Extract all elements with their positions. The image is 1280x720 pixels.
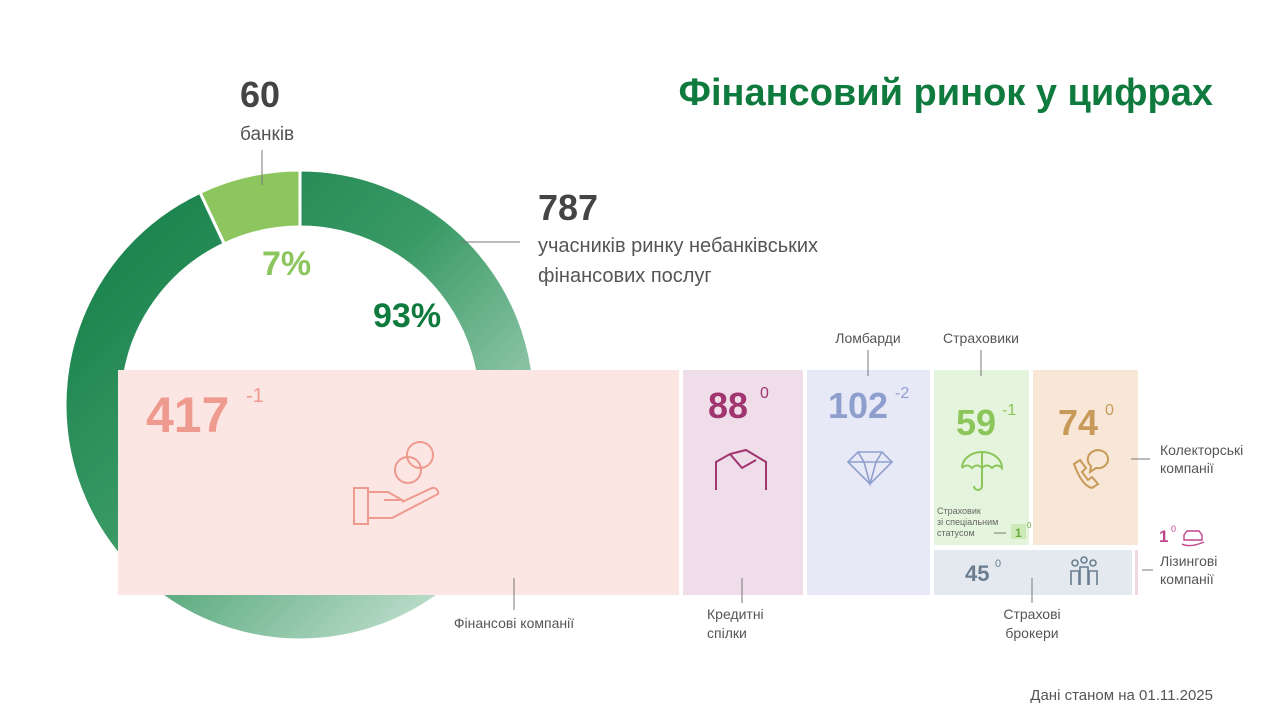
- icon-car-hand: [1181, 530, 1205, 547]
- count: 1: [1015, 526, 1022, 540]
- segment-label: зі спеціальним: [937, 517, 998, 527]
- count: 45: [965, 561, 989, 586]
- nonbank-label: фінансових послуг: [538, 265, 712, 287]
- count: 1: [1159, 527, 1168, 546]
- banks-label: банків: [240, 124, 294, 145]
- nonbank-label: учасників ринку небанківських: [538, 235, 818, 257]
- change: -2: [895, 385, 909, 402]
- title: Фінансовий ринок у цифрах: [679, 72, 1213, 114]
- cell-collectors: [1033, 370, 1138, 545]
- segment-label: Страхові: [1003, 606, 1060, 622]
- segment-label: компанії: [1160, 571, 1214, 587]
- icon-people: [1070, 556, 1098, 585]
- footnote: Дані станом на 01.11.2025: [1030, 687, 1213, 704]
- cell-brokers: [934, 550, 1132, 595]
- segment-label: Колекторські: [1160, 442, 1243, 458]
- cell-financial: [118, 370, 679, 595]
- change: -1: [246, 385, 264, 407]
- segment-label: Фінансові компанії: [454, 615, 574, 631]
- cell-special-insurer: [1011, 524, 1026, 539]
- segment-label: брокери: [1005, 625, 1058, 641]
- segment-label: Кредитні: [707, 606, 764, 622]
- icon-handshake: [715, 448, 767, 490]
- icon-coins-hand: [353, 441, 440, 525]
- donut-value-label: 7%: [262, 245, 311, 283]
- change: -1: [1002, 402, 1016, 419]
- count: 102: [828, 385, 888, 426]
- icon-umbrella: [961, 451, 1004, 491]
- change: 0: [1027, 521, 1032, 530]
- banks-count: 60: [240, 74, 280, 115]
- count: 74: [1058, 402, 1098, 443]
- segment-label: спілки: [707, 625, 747, 641]
- icon-phone: [1072, 449, 1110, 490]
- segment-label: Страховики: [943, 330, 1019, 346]
- donut-value-label: 93%: [373, 297, 441, 335]
- change: 0: [995, 558, 1001, 570]
- cell-credit-unions: [683, 370, 803, 595]
- segment-label: Ломбарди: [835, 330, 900, 346]
- change: 0: [1171, 524, 1176, 534]
- icon-diamond: [846, 451, 894, 488]
- cell-leasing: [1135, 550, 1138, 595]
- change: 0: [760, 385, 769, 402]
- segment-label: статусом: [937, 528, 975, 538]
- count: 417: [146, 387, 229, 443]
- segment-label: Страховик: [937, 506, 981, 516]
- change: 0: [1105, 402, 1114, 419]
- count: 88: [708, 385, 748, 426]
- count: 59: [956, 402, 996, 443]
- segment-label: Лізингові: [1160, 553, 1217, 569]
- segment-label: компанії: [1160, 460, 1214, 476]
- nonbank-count: 787: [538, 187, 598, 228]
